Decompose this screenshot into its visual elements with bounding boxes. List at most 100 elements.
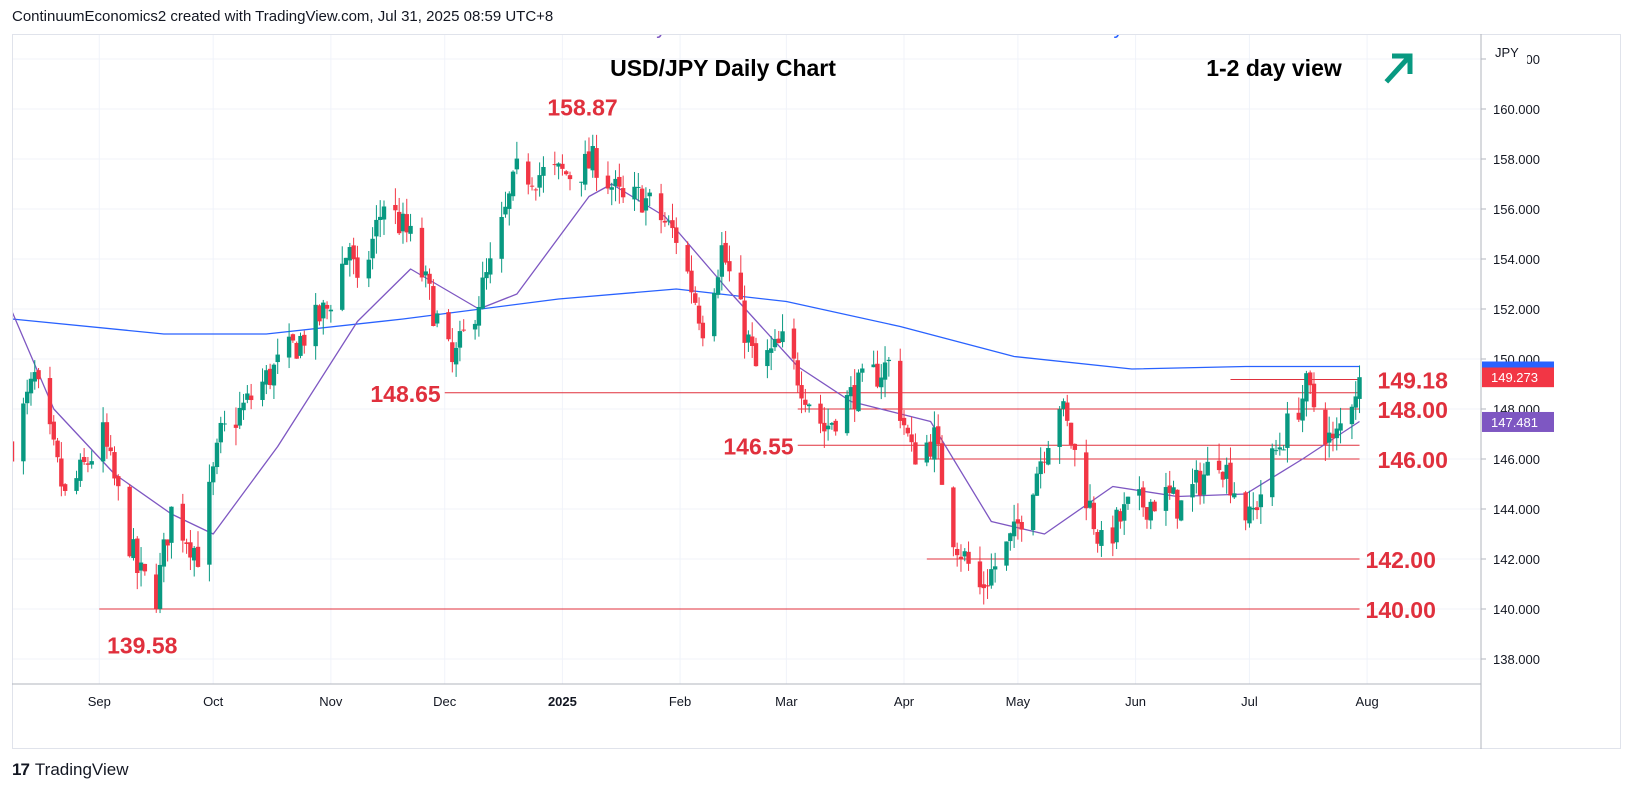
candle [404,198,409,243]
candle-body [1087,500,1093,508]
candle [28,372,34,406]
x-tick-label: May [1006,694,1031,709]
candle [825,408,831,441]
candle-body [74,478,79,491]
candle [78,453,83,487]
candle [514,141,520,175]
candle-body [1065,402,1070,421]
candle [594,134,599,192]
candle [100,407,106,473]
candle [1338,407,1343,444]
candle-body [1057,409,1062,447]
candle-body [1254,507,1260,511]
chart-labels: 149.18 148.65 148.00 146.55 146.00 142.00 140.… [107,17,1448,659]
candle [188,530,193,571]
candle-body [381,206,387,220]
candle [1144,507,1150,529]
candle [165,539,170,562]
candle [55,437,60,463]
candle-body [328,309,334,312]
candle-body [768,348,774,353]
candle [1334,417,1339,451]
candle [670,203,675,239]
candle-body [674,227,679,243]
candle-body [935,426,941,445]
candle [526,153,531,195]
candle [423,265,428,288]
candle-body [1232,493,1237,498]
candle [1281,445,1286,451]
tradingview-brand[interactable]: 17 TradingView [12,760,128,780]
candle [313,293,318,360]
candle-body [594,148,599,178]
candle-body [222,423,227,425]
candle [510,170,516,201]
candle-body [799,385,804,399]
x-tick-label: Jul [1241,694,1258,709]
candle [434,310,440,328]
candle [1307,370,1313,394]
candle-body [24,391,30,404]
candle-body [484,272,489,279]
candle [905,424,911,437]
chart-frame[interactable]: 149.18 148.65 148.00 146.55 146.00 142.00 140.… [9,17,1621,749]
candle [47,366,53,435]
candle-body [844,395,850,434]
candle-body [1216,460,1222,471]
candle [1353,381,1358,420]
x-tick-label: Apr [894,694,915,709]
candle [184,538,189,554]
currency-badge[interactable]: JPY [1487,40,1527,64]
candle [381,200,387,235]
candle [104,413,110,459]
candle [1004,541,1009,571]
candle-body [772,339,778,348]
candlestick-chart[interactable]: 149.18 148.65 148.00 146.55 146.00 142.00 140.… [9,17,1621,749]
x-tick-label: Oct [203,694,224,709]
candle-body [818,403,823,424]
candle-body [1300,398,1305,421]
candle-body [856,372,861,412]
candle [1194,460,1199,494]
candle-body [343,257,349,265]
candle [620,175,626,203]
candle-body [636,186,641,188]
candle-body [1114,509,1119,543]
candle-body [985,585,990,587]
candle-body [1311,383,1317,408]
candle [1046,440,1051,466]
candle-body [632,186,637,200]
candle-body [488,258,493,275]
candle-body [1273,450,1279,452]
candle-body [727,261,732,272]
candle [533,187,539,201]
candle [898,348,903,429]
candle [108,435,113,456]
candle-body [689,270,694,293]
candle [882,346,888,398]
chart-border [12,34,1621,749]
candle-body [396,211,402,234]
candle [271,363,277,399]
candle [351,237,356,275]
candle [776,330,781,344]
candle [723,230,728,265]
candle-body [1171,487,1176,494]
x-tick-label: 2025 [548,694,577,709]
candle-body [21,403,26,462]
candle-body [617,176,622,187]
candle-body [1008,533,1013,542]
candle-body [1228,462,1233,496]
level-label: 148.00 [1378,397,1448,423]
candle [609,182,614,206]
candle [586,137,592,169]
candle-body [670,220,675,229]
candle [408,213,413,242]
candle-body [803,399,808,405]
level-label: 146.55 [723,433,794,459]
candle [1042,451,1047,474]
candle-body [1334,428,1339,439]
candle [1015,503,1021,540]
candle [499,201,504,273]
candle-body [1152,501,1157,512]
